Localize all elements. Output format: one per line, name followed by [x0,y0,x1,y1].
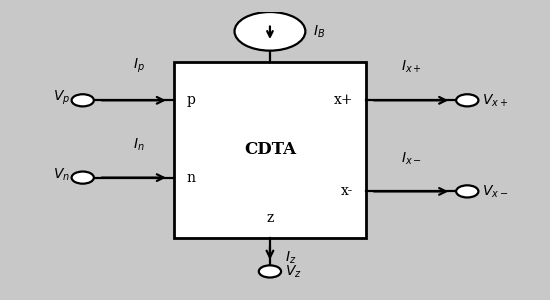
Text: $I_{x-}$: $I_{x-}$ [401,150,421,167]
Circle shape [259,266,281,278]
Text: n: n [186,171,195,184]
Text: $V_{x+}$: $V_{x+}$ [482,92,509,109]
Circle shape [456,185,478,197]
Bar [174,62,366,238]
Circle shape [234,12,305,51]
Circle shape [72,172,94,184]
Circle shape [456,94,478,106]
Text: $V_p$: $V_p$ [53,88,70,107]
Text: $I_z$: $I_z$ [285,249,296,266]
Text: $I_B$: $I_B$ [313,23,325,40]
Text: x-: x- [341,184,354,198]
Circle shape [72,94,94,106]
Text: $I_n$: $I_n$ [133,136,145,153]
Text: $V_n$: $V_n$ [53,167,70,183]
Text: $V_{x-}$: $V_{x-}$ [482,183,509,200]
Text: p: p [186,93,195,107]
Text: $I_p$: $I_p$ [133,57,145,76]
Text: z: z [266,211,273,224]
Text: CDTA: CDTA [244,142,296,158]
Text: $I_{x+}$: $I_{x+}$ [401,59,421,76]
Text: x+: x+ [334,93,354,107]
Text: $V_z$: $V_z$ [285,263,302,280]
